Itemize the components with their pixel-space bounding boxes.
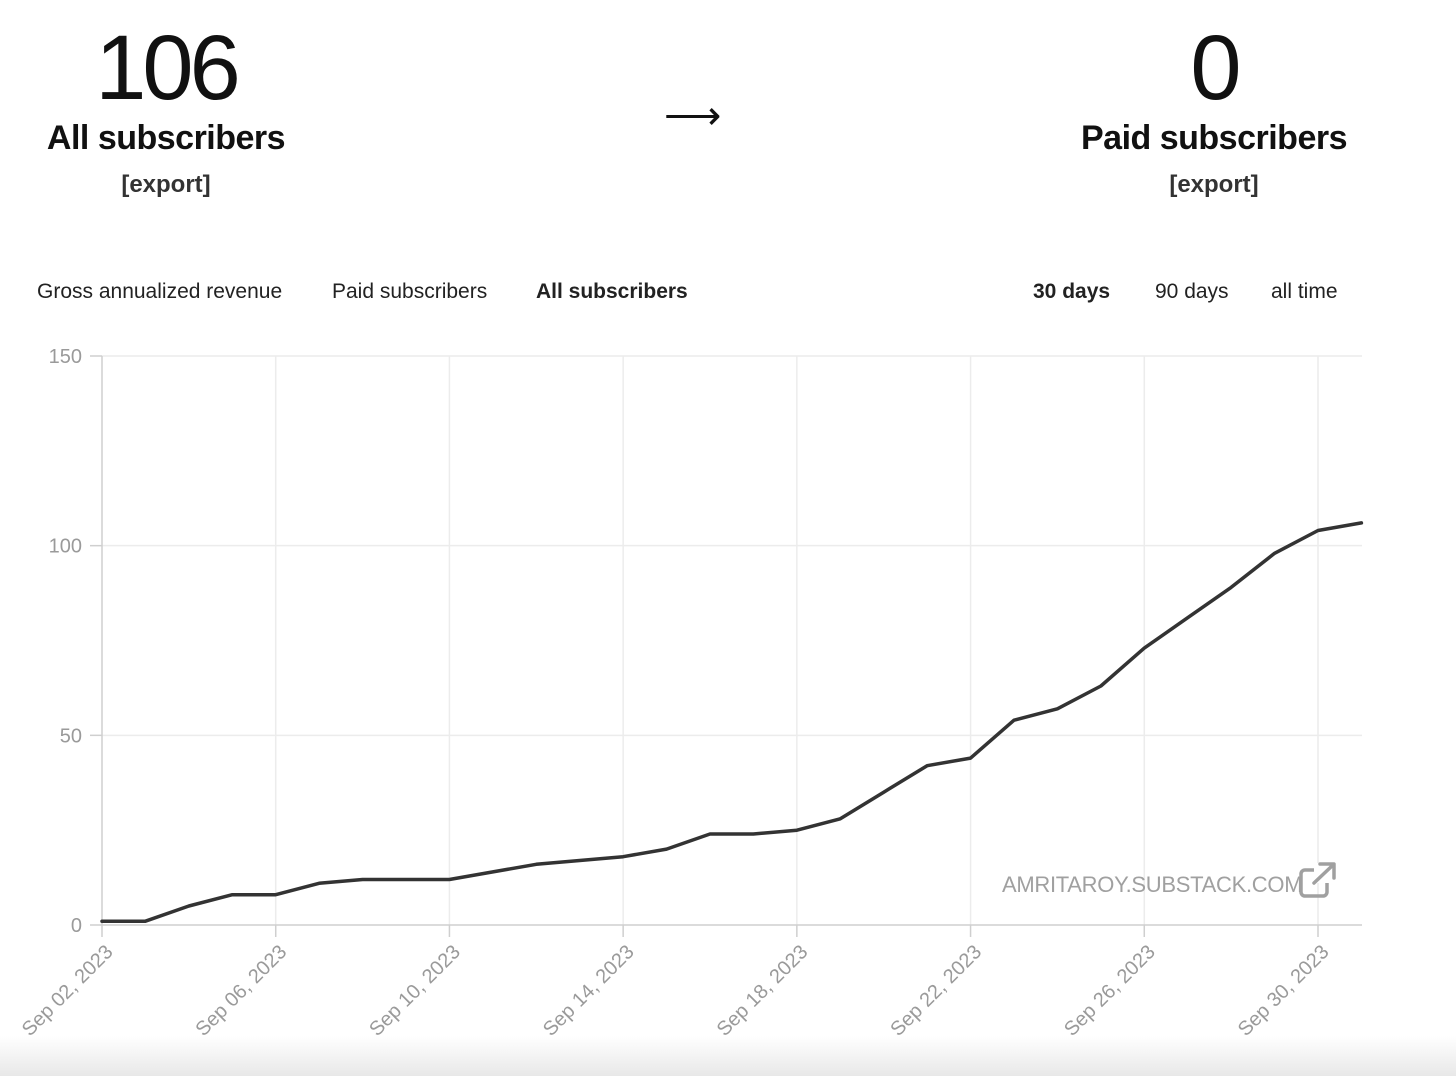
all-subscribers-stat: 106 All subscribers [export] [40, 22, 292, 200]
x-axis-ticks: Sep 02, 2023 Sep 06, 2023 Sep 10, 2023 Sep … [18, 941, 1334, 1041]
external-link-icon[interactable] [1299, 862, 1336, 898]
all-subscribers-label: All subscribers [46, 119, 286, 157]
y-axis-ticks: 0 50 100 150 [49, 346, 82, 937]
subscribers-chart: 0 50 100 150 Sep 02, 2023 Sep 06, 2023 Sep 10… [18, 346, 1364, 1041]
y-tick-label: 100 [49, 536, 82, 558]
tab-90-days[interactable]: 90 days [1155, 280, 1229, 303]
series-layer [100, 521, 1364, 923]
tab-paid-subscribers[interactable]: Paid subscribers [332, 280, 488, 303]
paid-subscribers-stat: 0 Paid subscribers [export] [1072, 22, 1356, 200]
x-tick-label: Sep 14, 2023 [539, 941, 639, 1041]
chart-axes [90, 355, 1362, 937]
all-subscribers-count: 106 [95, 17, 241, 119]
chart-grid [102, 355, 1362, 925]
x-tick-label: Sep 18, 2023 [713, 941, 813, 1041]
all-subscribers-export-link[interactable]: [export] [121, 171, 211, 198]
bottom-fade [0, 1036, 1456, 1076]
x-tick-label: Sep 30, 2023 [1234, 941, 1334, 1041]
x-tick-label: Sep 02, 2023 [18, 941, 118, 1041]
y-tick-label: 0 [71, 915, 82, 937]
x-tick-label: Sep 26, 2023 [1060, 941, 1160, 1041]
x-tick-label: Sep 10, 2023 [365, 941, 465, 1041]
y-tick-label: 150 [49, 346, 82, 368]
y-tick-label: 50 [60, 725, 82, 747]
tab-all-subscribers[interactable]: All subscribers [536, 280, 688, 303]
tab-all-time[interactable]: all time [1271, 280, 1338, 303]
paid-subscribers-export-link[interactable]: [export] [1169, 171, 1259, 198]
tab-gross-annualized-revenue[interactable]: Gross annualized revenue [37, 280, 283, 303]
paid-subscribers-label: Paid subscribers [1080, 119, 1348, 157]
x-tick-label: Sep 06, 2023 [192, 941, 292, 1041]
tab-30-days[interactable]: 30 days [1033, 280, 1111, 303]
x-tick-label: Sep 22, 2023 [886, 941, 986, 1041]
series-line [100, 521, 1364, 923]
arrow-icon: ⟶ [664, 94, 722, 138]
watermark[interactable]: AMRITAROY.SUBSTACK.COM [1002, 862, 1336, 898]
watermark-text[interactable]: AMRITAROY.SUBSTACK.COM [1002, 872, 1303, 897]
paid-subscribers-count: 0 [1190, 17, 1241, 119]
